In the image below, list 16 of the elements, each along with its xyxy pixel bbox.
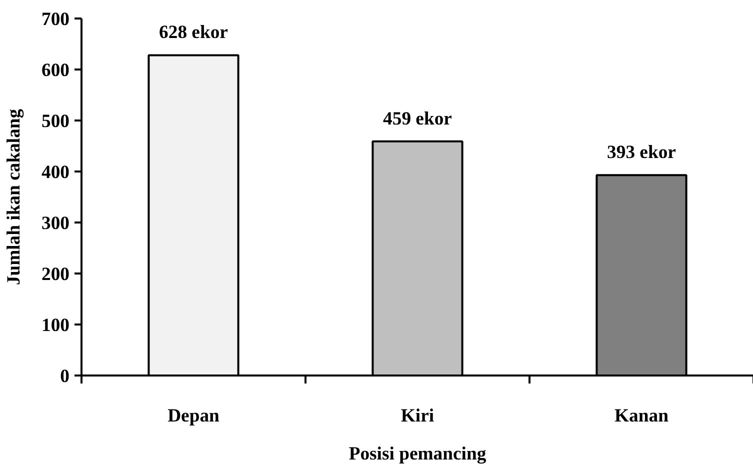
y-tick-label: 0 xyxy=(60,366,70,387)
y-tick-label: 400 xyxy=(42,162,70,183)
x-axis-title: Posisi pemancing xyxy=(348,444,487,464)
y-tick-label: 700 xyxy=(42,9,70,30)
y-tick-label: 200 xyxy=(42,264,70,285)
y-tick-label: 300 xyxy=(42,213,70,234)
y-tick-label: 100 xyxy=(42,315,70,336)
x-tick-label: Depan xyxy=(168,406,220,426)
x-tick-label: Kanan xyxy=(614,406,670,426)
y-tick-label: 600 xyxy=(42,60,70,81)
y-axis-title: Jumlah ikan cakalang xyxy=(4,108,25,286)
x-tick-label: Kiri xyxy=(400,406,434,426)
data-label: 393 ekor xyxy=(607,142,676,164)
data-label: 459 ekor xyxy=(383,108,452,130)
y-tick-label: 500 xyxy=(42,111,70,132)
data-label: 628 ekor xyxy=(159,22,228,44)
